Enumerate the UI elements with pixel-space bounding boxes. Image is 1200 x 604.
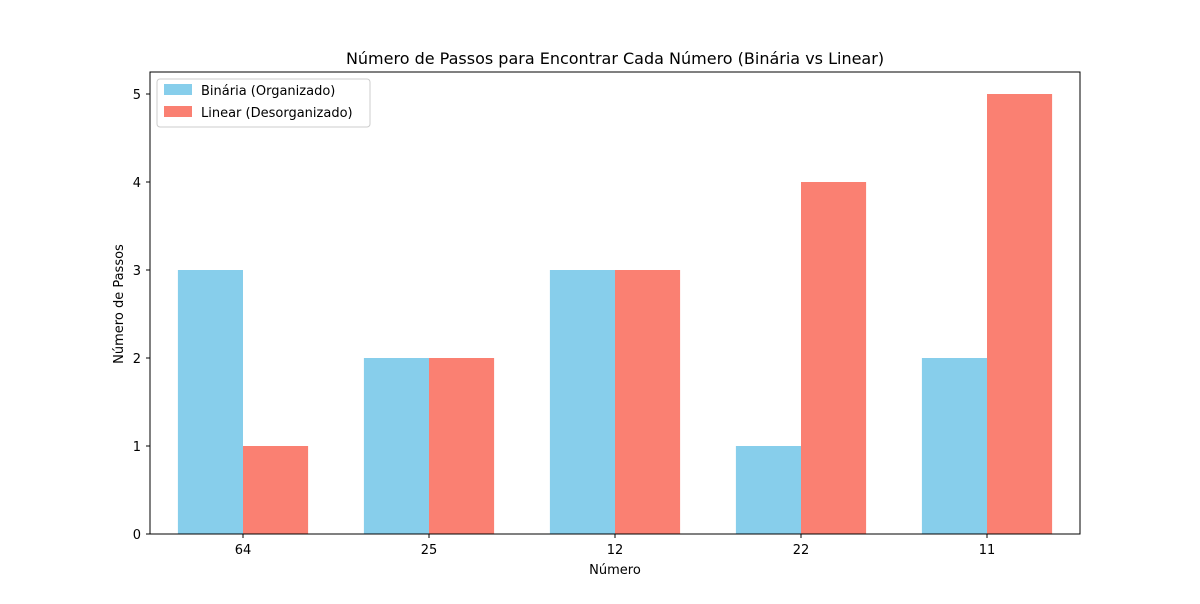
y-axis-label: Número de Passos: [112, 244, 127, 364]
bar-linear-11: [987, 94, 1053, 534]
x-axis-label: Número: [589, 563, 641, 578]
legend-swatch-binaria: [164, 84, 192, 95]
bar-binaria-11: [921, 358, 987, 534]
x-tick-label: 22: [793, 543, 810, 558]
legend-box: [156, 78, 371, 128]
y-tick-label: 0: [133, 528, 141, 543]
chart-title: Número de Passos para Encontrar Cada Núm…: [346, 49, 884, 68]
legend-swatch-linear: [164, 106, 192, 117]
x-tick-label: 25: [421, 543, 438, 558]
y-tick-label: 1: [133, 440, 141, 455]
legend-label-binaria: Binária (Organizado): [201, 84, 335, 99]
y-tick-label: 4: [133, 176, 141, 191]
x-tick-label: 12: [607, 543, 624, 558]
bar-binaria-22: [735, 446, 801, 534]
bar-linear-25: [429, 358, 495, 534]
bar-linear-64: [243, 446, 309, 534]
legend-label-linear: Linear (Desorganizado): [201, 106, 353, 121]
y-tick-label: 2: [133, 352, 141, 367]
bar-linear-12: [615, 270, 681, 534]
bars-layer: [177, 94, 1053, 534]
x-tick-label: 64: [235, 543, 252, 558]
y-tick-label: 3: [133, 264, 141, 279]
bar-binaria-25: [363, 358, 429, 534]
bar-binaria-12: [549, 270, 615, 534]
bar-binaria-64: [177, 270, 243, 534]
legend: Binária (Organizado) Linear (Desorganiza…: [156, 78, 371, 128]
y-tick-label: 5: [133, 88, 141, 103]
x-tick-label: 11: [979, 543, 996, 558]
plot-area-frame: [149, 71, 1081, 535]
bar-linear-22: [801, 182, 867, 534]
